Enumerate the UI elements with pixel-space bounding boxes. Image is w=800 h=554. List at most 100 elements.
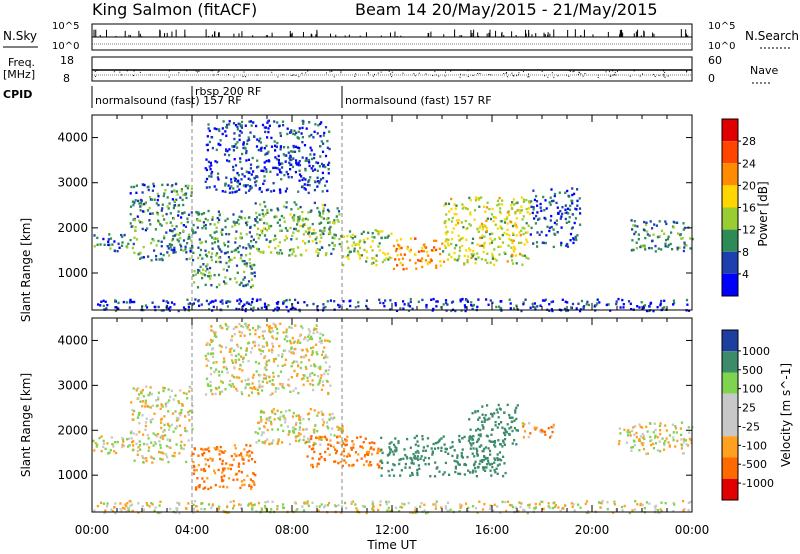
echo-cell <box>263 367 266 370</box>
echo-cell <box>496 505 499 508</box>
echo-cell <box>137 446 140 449</box>
echo-cell <box>118 246 121 249</box>
echo-cell <box>360 457 363 460</box>
echo-cell <box>376 229 379 233</box>
echo-cell <box>218 449 221 452</box>
echo-cell <box>469 211 472 214</box>
echo-cell <box>168 399 171 402</box>
echo-cell <box>319 122 322 126</box>
echo-cell <box>247 359 250 363</box>
echo-cell <box>631 228 634 231</box>
echo-cell <box>200 468 203 471</box>
echo-cell <box>211 146 214 150</box>
echo-cell <box>444 225 448 229</box>
echo-cell <box>506 403 509 407</box>
echo-cell <box>332 221 335 224</box>
echo-cell <box>184 193 187 196</box>
echo-cell <box>307 180 310 183</box>
echo-cell <box>677 232 680 235</box>
echo-cell <box>277 300 280 304</box>
echo-cell <box>257 391 260 395</box>
echo-cell <box>222 280 226 283</box>
echo-cell <box>223 243 226 247</box>
echo-cell <box>299 205 302 209</box>
echo-cell <box>676 439 679 443</box>
echo-cell <box>533 306 536 309</box>
echo-cell <box>628 511 631 515</box>
echo-cell <box>146 209 150 212</box>
velocity-bar-tick-label: 500 <box>742 364 763 377</box>
freq-tick-top: 18 <box>60 54 74 67</box>
echo-cell <box>130 401 133 404</box>
echo-cell <box>196 509 199 513</box>
echo-cell <box>227 265 230 268</box>
echo-cell <box>461 448 464 451</box>
echo-cell <box>341 440 344 443</box>
echo-cell <box>494 424 497 427</box>
freq-dot <box>503 73 505 75</box>
echo-cell <box>119 508 122 511</box>
echo-cell <box>510 420 513 423</box>
echo-cell <box>249 187 252 191</box>
echo-cell <box>607 303 610 306</box>
echo-cell <box>243 263 246 266</box>
echo-cell <box>501 227 504 230</box>
echo-cell <box>280 178 283 181</box>
echo-cell <box>504 438 507 441</box>
echo-cell <box>680 447 683 450</box>
echo-cell <box>320 388 323 391</box>
echo-cell <box>267 150 270 154</box>
echo-cell <box>239 160 242 164</box>
echo-cell <box>513 439 516 442</box>
echo-cell <box>225 232 228 236</box>
echo-cell <box>483 243 486 246</box>
echo-cell <box>568 195 571 198</box>
echo-cell <box>125 505 128 508</box>
echo-cell <box>173 234 177 237</box>
echo-cell <box>131 300 134 304</box>
echo-cell <box>149 386 152 389</box>
echo-cell <box>117 301 120 305</box>
echo-cell <box>264 421 267 425</box>
freq-dot <box>518 72 520 74</box>
echo-cell <box>311 379 314 382</box>
echo-cell <box>340 511 343 514</box>
echo-cell <box>165 444 168 448</box>
echo-cell <box>455 244 458 247</box>
echo-cell <box>342 235 346 238</box>
echo-cell <box>572 241 575 245</box>
echo-cell <box>129 192 132 195</box>
echo-cell <box>451 441 454 444</box>
echo-cell <box>233 349 236 352</box>
echo-cell <box>172 251 175 254</box>
echo-cell <box>268 375 271 378</box>
echo-cell <box>308 135 311 138</box>
echo-cell <box>272 371 275 375</box>
echo-cell <box>543 299 546 302</box>
echo-cell <box>92 439 95 443</box>
echo-cell <box>528 212 531 216</box>
echo-cell <box>370 447 373 450</box>
echo-cell <box>394 258 397 261</box>
echo-cell <box>274 325 277 329</box>
echo-cell <box>678 246 681 249</box>
echo-cell <box>311 169 315 172</box>
echo-cell <box>477 439 480 442</box>
echo-cell <box>206 143 209 146</box>
echo-cell <box>174 511 177 514</box>
echo-cell <box>531 302 534 306</box>
echo-cell <box>431 453 434 456</box>
echo-cell <box>318 180 321 183</box>
echo-cell <box>263 504 267 508</box>
echo-cell <box>595 304 598 307</box>
echo-cell <box>151 404 154 407</box>
echo-cell <box>527 504 530 507</box>
echo-cell <box>456 259 459 262</box>
echo-cell <box>282 331 285 334</box>
echo-cell <box>185 460 188 464</box>
echo-cell <box>177 240 180 243</box>
echo-cell <box>272 337 275 340</box>
echo-cell <box>274 234 277 237</box>
echo-cell <box>182 203 185 207</box>
